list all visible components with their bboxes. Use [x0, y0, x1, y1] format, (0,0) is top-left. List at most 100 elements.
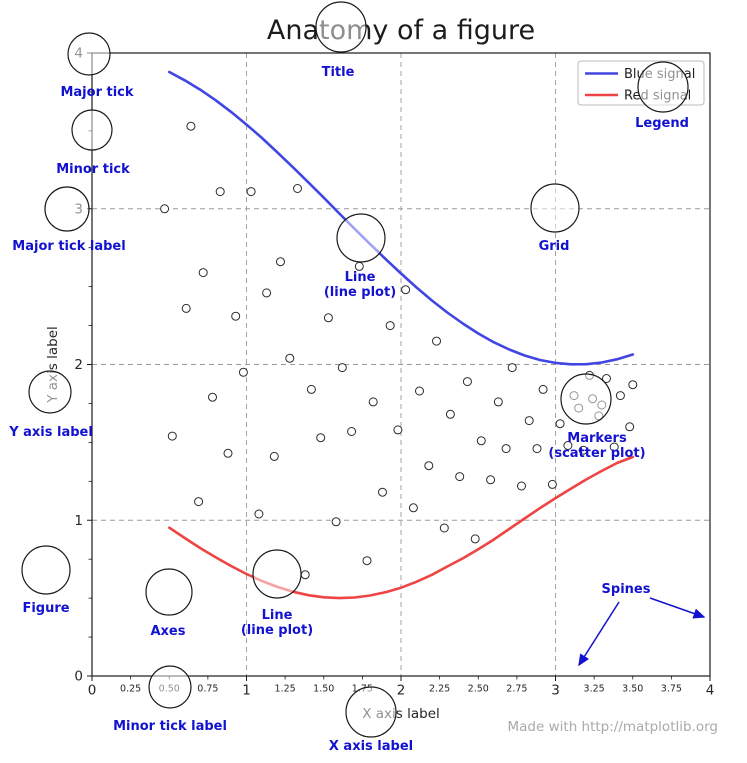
scatter-marker [231, 311, 241, 321]
major-tick-annotation-label: Major tick [60, 85, 133, 100]
line-red-annotation-label: Line (line plot) [241, 608, 313, 638]
scatter-marker [555, 419, 565, 429]
x-major-tick-label: 2 [397, 683, 406, 699]
y-major-tick-label: 1 [74, 513, 83, 529]
scatter-marker [208, 392, 217, 402]
y-major-tick-label: 0 [74, 669, 83, 685]
markers-annotation-circle [560, 373, 612, 425]
y-major-tick-label: 2 [74, 357, 83, 373]
scatter-marker [476, 436, 486, 446]
scatter-marker [293, 184, 302, 193]
scatter-marker [486, 475, 496, 485]
figure-annotation-circle [21, 545, 71, 595]
scatter-marker [408, 503, 418, 513]
scatter-marker [578, 445, 588, 455]
spines-arrow [578, 601, 620, 667]
scatter-marker [517, 481, 526, 491]
scatter-marker [167, 431, 177, 441]
scatter-marker [306, 384, 316, 394]
scatter-marker [337, 363, 347, 373]
spines-arrow [649, 597, 706, 619]
scatter-marker [262, 288, 272, 298]
scatter-marker [493, 397, 503, 407]
x-minor-tick-label: 0.75 [197, 684, 218, 695]
watermark: Made with http://matplotlib.org [507, 719, 718, 735]
x-minor-tick-label: 0.25 [120, 684, 141, 695]
scatter-marker [432, 336, 441, 346]
line-red-annotation-circle [252, 549, 302, 599]
scatter-marker [362, 556, 372, 566]
major-tick-annotation-circle [67, 32, 111, 76]
x-minor-tick-label: 3.50 [622, 684, 643, 695]
y-axis-label-annotation-circle [28, 370, 72, 414]
axes-annotation-circle [145, 568, 193, 616]
scatter-marker [615, 391, 625, 401]
scatter-marker [507, 363, 517, 373]
x-minor-tick-label: 3.75 [661, 684, 682, 695]
scatter-marker [424, 461, 434, 471]
scatter-marker [186, 121, 196, 131]
x-minor-tick-label: 2.75 [506, 684, 527, 695]
scatter-marker [269, 451, 279, 461]
grid-annotation-label: Grid [539, 239, 570, 254]
minor-tick-annotation-circle [71, 109, 113, 151]
grid-annotation-circle [530, 183, 580, 233]
scatter-marker [331, 517, 341, 527]
scatter-marker [160, 204, 170, 214]
line-blue-annotation-label: Line (line plot) [324, 270, 396, 300]
x-axis-label-annotation-label: X axis label [329, 739, 413, 754]
scatter-marker [198, 268, 208, 278]
y-axis-label-annotation-label: Y axis label [8, 425, 93, 440]
scatter-marker [415, 386, 424, 396]
x-major-tick-label: 3 [551, 683, 560, 699]
scatter-marker [285, 353, 295, 363]
x-minor-tick-label: 3.25 [584, 684, 605, 695]
scatter-marker [323, 313, 333, 323]
scatter-marker [538, 384, 548, 394]
title-annotation-label: Title [322, 65, 355, 80]
scatter-marker [547, 479, 557, 489]
scatter-marker [215, 187, 225, 197]
scatter-marker [628, 380, 638, 390]
major-tick-label-annotation-circle [44, 186, 90, 232]
line-blue-annotation-circle [336, 213, 386, 263]
x-minor-tick-label: 2.50 [468, 684, 489, 695]
scatter-marker [532, 444, 542, 454]
chart-title: Anatomy of a figure [266, 15, 536, 46]
scatter-marker [378, 487, 387, 497]
x-minor-tick-label: 1.50 [313, 684, 334, 695]
minor-tick-label-annotation-circle [148, 665, 192, 709]
minor-tick-annotation-label: Minor tick [56, 162, 130, 177]
scatter-marker [181, 303, 191, 313]
scatter-marker [316, 433, 326, 443]
scatter-marker [194, 497, 204, 507]
scatter-marker [393, 425, 403, 435]
scatter-marker [385, 321, 395, 331]
scatter-marker [470, 534, 480, 544]
legend-annotation-circle [637, 61, 689, 113]
scatter-marker [401, 285, 411, 295]
scatter-marker [300, 570, 310, 580]
scatter-marker [347, 427, 357, 436]
blue-signal-line [168, 70, 635, 366]
red-signal-line [168, 455, 635, 600]
scatter-marker [455, 472, 465, 482]
scatter-marker [223, 448, 233, 458]
spines-label: Spines [602, 582, 651, 597]
scatter-marker [246, 187, 256, 197]
scatter-marker [563, 441, 573, 450]
scatter-marker [625, 422, 635, 432]
figure-annotation-label: Figure [22, 601, 69, 616]
scatter-marker [445, 409, 455, 419]
x-minor-tick-label: 2.25 [429, 684, 450, 695]
legend-annotation-label: Legend [635, 116, 689, 131]
scatter-marker [276, 257, 285, 267]
x-minor-tick-label: 1.25 [275, 684, 296, 695]
scatter-marker [609, 442, 619, 452]
x-major-tick-label: 4 [706, 683, 715, 699]
scatter-marker [462, 377, 472, 387]
x-major-tick-label: 0 [88, 683, 97, 699]
scatter-marker [602, 374, 611, 383]
